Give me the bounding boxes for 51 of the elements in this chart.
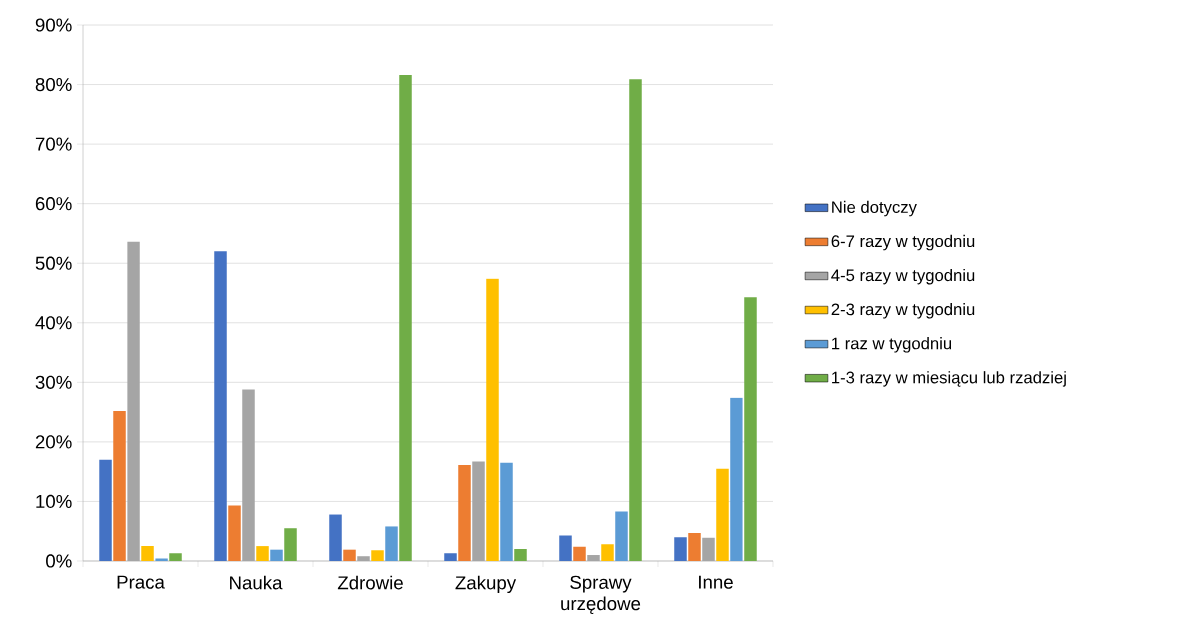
x-tick-label: Sprawy urzędowe xyxy=(561,575,641,614)
y-tick-label: 20% xyxy=(35,435,72,449)
y-tick-label: 40% xyxy=(35,316,72,330)
bar xyxy=(444,553,457,561)
legend-label: 4-5 razy w tygodniu xyxy=(831,268,975,285)
bar xyxy=(99,459,112,561)
bar xyxy=(385,526,398,561)
x-tick-label: Zakupy xyxy=(455,575,517,594)
legend-label: Nie dotyczy xyxy=(832,200,917,217)
bar xyxy=(601,544,614,561)
bar xyxy=(256,546,269,561)
y-tick-label: 30% xyxy=(35,375,72,389)
bar xyxy=(716,468,729,561)
legend-label: 6-7 razy w tygodniu xyxy=(831,234,975,251)
bar xyxy=(284,528,297,561)
bar xyxy=(514,549,527,561)
bar xyxy=(674,537,687,561)
y-tick-label: 80% xyxy=(35,77,72,92)
bar xyxy=(559,535,572,561)
legend-label: 2-3 razy w tygodniu xyxy=(831,302,975,319)
y-tick-label: 0% xyxy=(46,554,72,568)
bar xyxy=(688,532,701,561)
bar xyxy=(573,546,586,561)
legend-label: 1 raz w tygodniu xyxy=(832,337,952,353)
x-tick-label: Nauka xyxy=(230,575,283,590)
bar xyxy=(270,549,283,561)
bar xyxy=(615,511,628,561)
bar xyxy=(399,75,412,561)
y-tick-label: 10% xyxy=(36,494,72,509)
y-tick-label: 50% xyxy=(35,256,72,270)
bar xyxy=(458,465,471,561)
bar xyxy=(169,553,182,561)
x-tick-label: Zdrowie xyxy=(337,575,403,590)
bar xyxy=(629,79,642,561)
bar xyxy=(141,546,154,561)
bar xyxy=(744,297,757,561)
bar xyxy=(343,549,356,561)
x-tick-label: Inne xyxy=(699,575,733,589)
bar xyxy=(730,397,743,561)
y-tick-label: 70% xyxy=(35,137,72,151)
bar xyxy=(486,278,499,561)
y-tick-label: 90% xyxy=(35,18,72,32)
bar xyxy=(113,410,126,561)
y-tick-label: 60% xyxy=(35,197,72,211)
bar xyxy=(329,514,342,561)
x-tick-label: Praca xyxy=(117,575,165,589)
bar xyxy=(500,462,513,561)
bar xyxy=(228,505,241,561)
legend-label: 1-3 razy w miesiącu lub rzadziej xyxy=(832,371,1066,387)
bar xyxy=(371,550,384,561)
bar xyxy=(214,251,227,561)
